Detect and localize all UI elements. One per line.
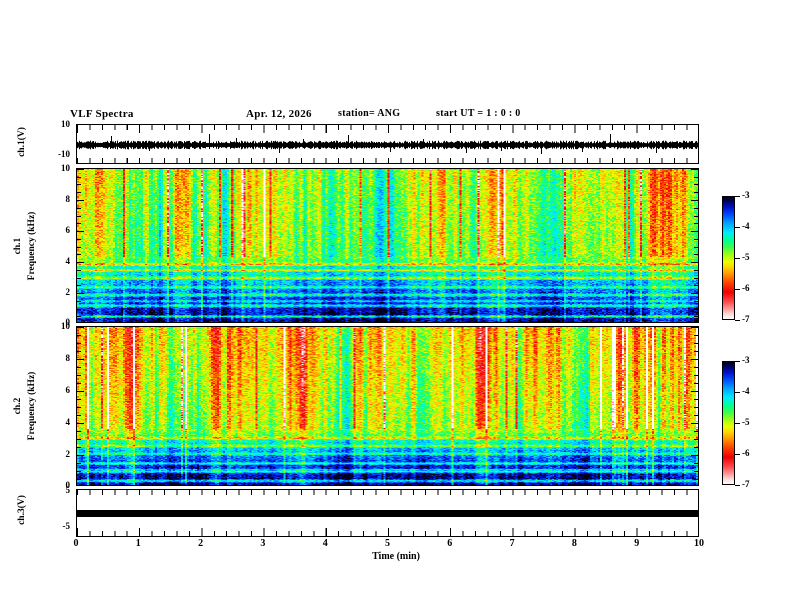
- colorbar-ch2-tick: [735, 423, 740, 424]
- ch1-spec-ytick-4: 4: [65, 256, 71, 266]
- ch1-waveform-trace: [77, 125, 698, 163]
- ch2-spec-ytick-10: 10: [61, 321, 70, 331]
- colorbar-ch1-tick: [735, 196, 740, 197]
- colorbar-ch2-label--3: -3: [742, 355, 750, 365]
- colorbar-ch2-label--6: -6: [742, 448, 750, 458]
- ch1-wave-ytick-m10: -10: [58, 149, 70, 159]
- figure-date: Apr. 12, 2026: [246, 108, 312, 120]
- x-tick-label-6: 6: [447, 538, 453, 549]
- ch3-wave-xticks-bottom: [77, 531, 698, 536]
- x-axis-title: Time (min): [372, 551, 420, 562]
- ch2-spec-ytick-8: 8: [65, 353, 71, 363]
- colorbar-ch2-tick: [735, 361, 740, 362]
- colorbar-ch1-label--5: -5: [742, 252, 750, 262]
- colorbar-ch2-label--5: -5: [742, 417, 750, 427]
- ch3-wave-ytick-m5: -5: [62, 521, 71, 531]
- colorbar-ch1-label--6: -6: [742, 283, 750, 293]
- ch2-spec-axis-title-line2: Frequency (kHz): [27, 371, 37, 441]
- x-tick-label-9: 9: [634, 538, 640, 549]
- ch2-spec-ytick-2: 2: [65, 449, 71, 459]
- colorbar-ch1-tick: [735, 289, 740, 290]
- ch3-wave-xticks-major: [77, 528, 698, 536]
- colorbar-ch1-tick: [735, 227, 740, 228]
- x-tick-label-4: 4: [322, 538, 328, 549]
- colorbar-ch1-tick: [735, 258, 740, 259]
- colorbar-ch2: [722, 361, 735, 485]
- ch3-wave-axis-title: ch.3(V): [17, 495, 27, 525]
- ch3-wave-ytick-5: 5: [65, 485, 71, 495]
- figure-title: VLF Spectra: [70, 108, 134, 120]
- ch1-spec-ytick-8: 8: [65, 194, 71, 204]
- figure-start-ut: start UT = 1 : 0 : 0: [436, 108, 521, 119]
- x-tick-label-0: 0: [73, 538, 79, 549]
- panel-ch1-spectrogram: [76, 168, 699, 323]
- colorbar-ch2-tick: [735, 392, 740, 393]
- colorbar-ch2-tick: [735, 485, 740, 486]
- ch3-wave-xticks-top: [77, 490, 698, 495]
- panel-ch3-waveform: [76, 489, 699, 537]
- x-tick-label-1: 1: [135, 538, 141, 549]
- colorbar-ch2-tick: [735, 454, 740, 455]
- colorbar-ch1: [722, 196, 735, 320]
- colorbar-ch1-label--7: -7: [742, 314, 750, 324]
- x-tick-label-7: 7: [509, 538, 515, 549]
- ch1-spec-ytick-0: 0: [65, 317, 71, 327]
- colorbar-ch1-label--3: -3: [742, 190, 750, 200]
- ch2-spectrogram-image: [77, 327, 698, 485]
- ch3-waveform-trace: [77, 510, 698, 517]
- x-tick-label-3: 3: [260, 538, 266, 549]
- ch1-spectrogram-image: [77, 169, 698, 322]
- x-tick-label-10: 10: [694, 538, 704, 549]
- ch1-spec-axis-title-line2: Frequency (kHz): [27, 211, 37, 281]
- ch2-spec-ytick-4: 4: [65, 417, 71, 427]
- ch1-wave-ytick-10: 10: [61, 119, 70, 129]
- panel-ch2-spectrogram: [76, 326, 699, 486]
- ch1-spec-ytick-2: 2: [65, 287, 71, 297]
- ch2-spec-axis-title-line1: ch.2: [13, 397, 23, 415]
- x-tick-label-2: 2: [198, 538, 204, 549]
- x-tick-label-5: 5: [385, 538, 390, 549]
- colorbar-ch2-label--4: -4: [742, 386, 750, 396]
- colorbar-ch2-label--7: -7: [742, 479, 750, 489]
- panel-ch1-waveform: [76, 124, 699, 164]
- ch1-wave-axis-title: ch.1(V): [17, 127, 27, 157]
- ch1-spec-ytick-10: 10: [61, 163, 70, 173]
- colorbar-ch1-label--4: -4: [742, 221, 750, 231]
- ch1-spec-axis-title-line1: ch.1: [13, 237, 23, 255]
- ch2-spec-ytick-6: 6: [65, 385, 71, 395]
- ch1-spec-ytick-6: 6: [65, 225, 71, 235]
- ch2-spec-ytick-0: 0: [65, 480, 71, 490]
- colorbar-ch1-tick: [735, 320, 740, 321]
- figure-station: station= ANG: [338, 108, 401, 119]
- x-tick-label-8: 8: [571, 538, 577, 549]
